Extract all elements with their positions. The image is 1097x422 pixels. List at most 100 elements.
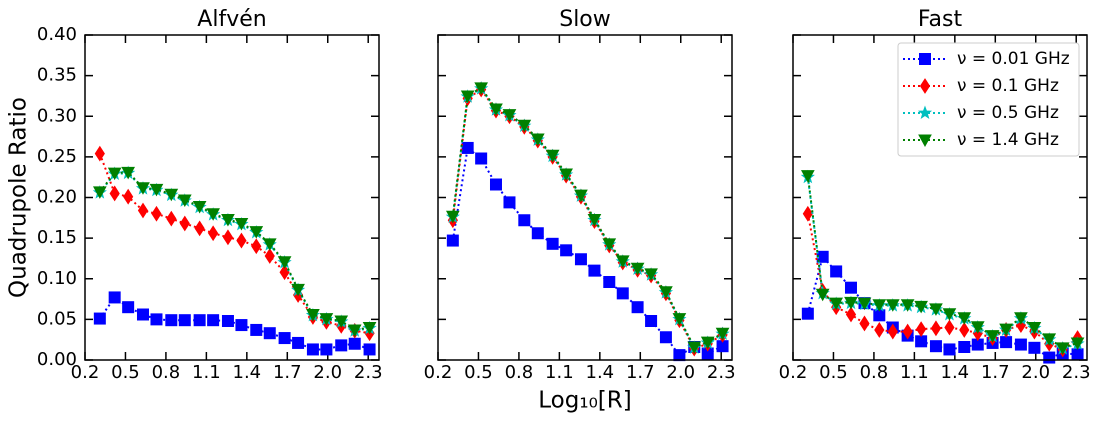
marker-triangle	[474, 82, 488, 95]
marker-square	[574, 253, 587, 266]
marker-star	[917, 105, 933, 120]
marker-triangle	[121, 166, 135, 180]
marker-square	[193, 314, 206, 327]
marker-square	[320, 343, 333, 356]
marker-diamond	[264, 248, 275, 264]
marker-triangle	[687, 341, 702, 355]
marker-triangle	[615, 255, 630, 268]
marker-square	[673, 349, 686, 362]
marker-diamond	[94, 145, 105, 162]
marker-square	[306, 343, 319, 356]
series-line	[451, 87, 724, 350]
x-tick-label: 1.1	[545, 362, 574, 383]
panel-title: Fast	[918, 7, 963, 32]
marker-triangle	[291, 283, 305, 297]
marker-triangle	[164, 188, 179, 202]
marker-triangle	[672, 313, 687, 326]
marker-diamond	[251, 238, 262, 255]
x-tick-label: 0.8	[505, 362, 534, 383]
marker-square	[1000, 336, 1013, 349]
marker-diamond	[944, 319, 955, 336]
marker-triangle	[149, 183, 164, 197]
marker-square	[250, 323, 263, 336]
marker-square	[150, 313, 163, 326]
marker-triangle	[192, 200, 207, 214]
marker-triangle	[587, 213, 602, 227]
marker-square	[207, 314, 220, 327]
series-line	[451, 86, 724, 349]
marker-diamond	[179, 215, 190, 232]
x-tick-label: 1.1	[900, 362, 929, 383]
marker-triangle	[545, 149, 560, 163]
series-line	[99, 171, 370, 331]
marker-triangle	[1014, 312, 1028, 325]
marker-triangle	[92, 186, 107, 199]
marker-triangle	[334, 315, 349, 329]
plot-frame	[84, 34, 380, 361]
marker-square	[446, 234, 459, 247]
marker-triangle	[800, 170, 815, 183]
marker-square	[531, 227, 544, 240]
marker-triangle	[306, 309, 320, 322]
panel: 0.00 0.05 0.10 0.15 0.20 0.25 0.30 0.35 0.40 0.2 0…	[6, 7, 383, 383]
marker-square	[915, 335, 928, 348]
marker-square	[278, 332, 291, 345]
marker-diamond	[930, 320, 942, 337]
marker-diamond	[874, 322, 885, 338]
legend-label: ν = 1.4 GHz	[957, 130, 1059, 150]
marker-square	[348, 337, 361, 350]
marker-diamond	[959, 322, 970, 338]
marker-diamond	[194, 220, 205, 237]
x-tick-label: 0.5	[111, 362, 140, 383]
marker-triangle	[700, 336, 715, 350]
marker-triangle	[460, 90, 475, 103]
marker-square	[178, 314, 191, 327]
marker-triangle	[659, 286, 673, 299]
x-tick-label: 2.3	[707, 362, 736, 383]
marker-triangle	[107, 167, 122, 181]
x-tick-label: 1.4	[941, 362, 970, 383]
series-line	[99, 172, 370, 332]
x-tick-label: 2.0	[666, 362, 695, 383]
marker-triangle	[559, 168, 573, 181]
series-line	[98, 153, 370, 335]
marker-square	[659, 331, 672, 344]
marker-triangle	[574, 189, 588, 203]
x-tick-label: 0.2	[424, 362, 453, 383]
x-tick-label: 1.1	[192, 362, 221, 383]
marker-square	[235, 319, 248, 332]
marker-square	[93, 312, 106, 325]
marker-triangle	[530, 133, 545, 147]
panel-title: Alfvén	[197, 7, 266, 32]
marker-triangle	[1055, 342, 1070, 355]
legend: ν = 0.01 GHz ν = 0.1 GHz ν = 0.5 GHz ν = 1.…	[897, 42, 1080, 157]
marker-square	[943, 343, 956, 356]
marker-triangle	[1042, 333, 1057, 346]
x-tick-label: 2.0	[1021, 362, 1050, 383]
series-line	[806, 175, 1078, 349]
legend-label: ν = 0.1 GHz	[957, 76, 1059, 96]
x-tick-label: 0.2	[71, 362, 100, 383]
marker-triangle	[829, 297, 843, 311]
y-tick-label: 0.00	[37, 349, 77, 370]
marker-triangle	[206, 208, 220, 221]
marker-diamond	[166, 210, 177, 227]
marker-diamond	[151, 205, 162, 222]
marker-triangle	[644, 268, 658, 281]
marker-triangle	[234, 218, 249, 231]
marker-square	[122, 301, 135, 314]
marker-diamond	[137, 202, 149, 219]
marker-square	[1014, 338, 1027, 351]
marker-diamond	[123, 188, 134, 205]
marker-triangle	[844, 296, 858, 310]
plot-frame	[792, 34, 1088, 361]
x-tick-label: 0.5	[464, 362, 493, 383]
x-tick-label: 0.2	[779, 362, 808, 383]
marker-square	[830, 265, 843, 278]
marker-triangle	[929, 303, 943, 316]
y-tick-label: 0.35	[37, 65, 77, 86]
marker-triangle	[177, 194, 192, 207]
marker-triangle	[262, 238, 277, 251]
marker-triangle	[999, 323, 1013, 337]
marker-diamond	[859, 315, 870, 332]
